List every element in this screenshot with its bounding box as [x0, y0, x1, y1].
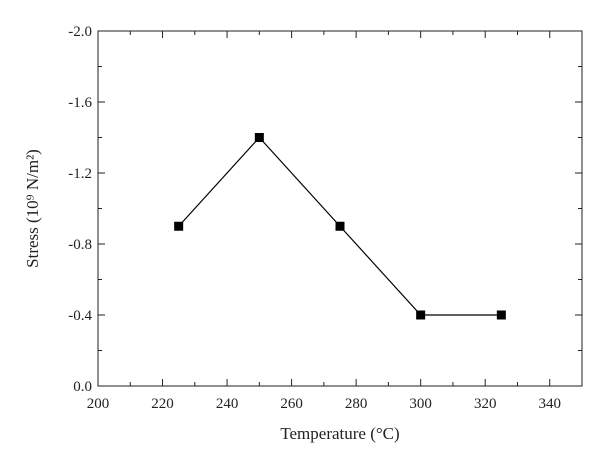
x-tick-label: 300 — [409, 396, 432, 412]
x-tick-label: 280 — [345, 396, 368, 412]
y-tick-label: -0.8 — [68, 237, 92, 253]
x-tick-label: 260 — [280, 396, 303, 412]
y-axis: 0.0 -0.4 -0.8 -1.2 -1.6 -2.0 — [68, 24, 582, 395]
y-axis-title: Stress (10⁹ N/m²) — [23, 149, 42, 268]
y-tick-label: 0.0 — [73, 379, 92, 395]
y-tick-label: -1.6 — [68, 95, 92, 111]
data-point — [254, 133, 264, 142]
x-axis: 200 220 240 260 280 300 320 340 — [87, 31, 583, 412]
data-point — [174, 221, 184, 231]
x-axis-title: Temperature (°C) — [280, 424, 399, 443]
y-tick-label: -2.0 — [68, 24, 92, 40]
x-tick-label: 240 — [216, 396, 239, 412]
data-point — [496, 310, 506, 320]
x-tick-label: 200 — [87, 396, 110, 412]
y-tick-label: -0.4 — [68, 308, 92, 324]
x-tick-label: 220 — [151, 396, 174, 412]
data-point — [335, 221, 345, 231]
series-markers — [174, 133, 506, 320]
y-tick-label: -1.2 — [68, 166, 92, 182]
x-tick-label: 340 — [538, 396, 561, 412]
data-point — [416, 310, 426, 320]
plot-frame — [97, 30, 583, 387]
x-tick-label: 320 — [474, 396, 497, 412]
